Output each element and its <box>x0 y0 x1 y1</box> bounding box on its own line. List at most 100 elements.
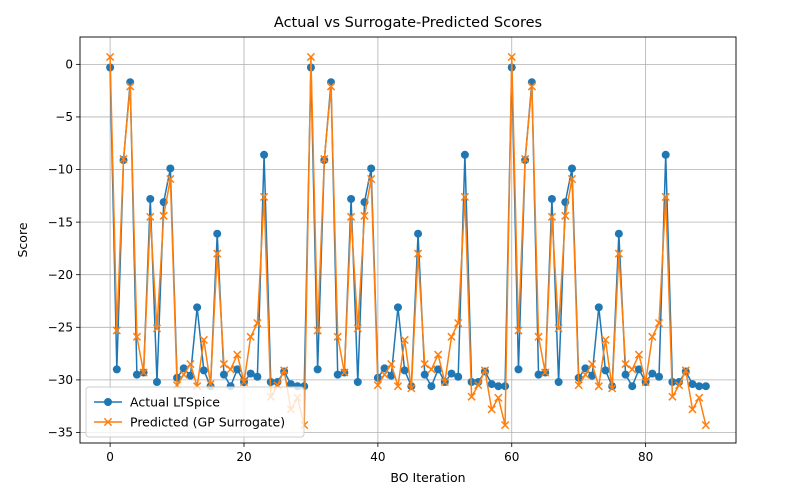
data-point <box>152 324 162 333</box>
data-point <box>226 365 235 374</box>
data-point <box>233 350 242 359</box>
data-point <box>393 382 403 391</box>
data-point <box>320 154 329 164</box>
data-point <box>373 381 383 390</box>
data-point <box>601 366 610 375</box>
data-point <box>233 365 242 374</box>
series-layer <box>105 52 711 430</box>
data-point <box>213 249 222 258</box>
data-point <box>433 350 443 359</box>
data-point <box>340 368 349 377</box>
data-point <box>219 359 229 369</box>
data-point <box>655 372 664 381</box>
data-point <box>467 392 476 401</box>
data-point <box>112 365 121 374</box>
data-point <box>474 381 483 390</box>
legend-label: Actual LTSpice <box>130 394 220 409</box>
data-point <box>260 150 269 159</box>
data-point <box>588 371 597 380</box>
legend-marker <box>103 417 113 427</box>
y-tick-label: −5 <box>55 110 73 124</box>
data-point <box>333 332 342 341</box>
data-point <box>594 303 603 312</box>
data-point <box>327 78 336 87</box>
data-point <box>527 82 536 91</box>
data-point <box>186 371 195 380</box>
data-point <box>414 229 423 238</box>
data-point <box>333 370 342 379</box>
data-point <box>126 82 135 91</box>
legend: Actual LTSpice Predicted (GP Surrogate) <box>85 386 305 438</box>
data-point <box>286 380 295 389</box>
data-point <box>367 164 376 173</box>
data-point <box>554 377 563 386</box>
data-point <box>648 369 657 378</box>
data-point <box>387 371 396 380</box>
data-point <box>259 192 269 202</box>
x-axis-label: BO Iteration <box>390 470 465 485</box>
data-point <box>554 324 563 333</box>
data-point <box>407 384 416 393</box>
chart-title: Actual vs Surrogate-Predicted Scores <box>274 15 542 31</box>
data-point <box>695 382 704 391</box>
data-point <box>460 150 469 159</box>
data-point <box>688 405 697 414</box>
data-point <box>387 359 396 369</box>
data-point <box>146 212 155 221</box>
y-axis-label: Score <box>15 222 30 257</box>
data-point <box>393 303 402 312</box>
data-point <box>460 192 470 202</box>
y-tick-label: −10 <box>48 163 73 177</box>
data-point <box>567 174 577 184</box>
data-point <box>105 52 115 62</box>
y-tick-label: 0 <box>65 58 73 72</box>
data-point <box>594 382 603 391</box>
legend-entry: Actual LTSpice <box>94 394 220 409</box>
data-point <box>346 212 356 221</box>
data-point <box>313 365 322 374</box>
data-point <box>654 318 664 328</box>
x-tick-label: 60 <box>504 450 519 464</box>
data-point <box>179 370 188 379</box>
data-point <box>206 379 215 389</box>
data-point <box>246 332 255 341</box>
data-point <box>360 211 369 220</box>
data-point <box>454 318 463 328</box>
data-point <box>494 393 503 402</box>
data-point <box>614 249 623 258</box>
data-point <box>561 211 570 220</box>
data-point <box>587 359 597 369</box>
data-point <box>112 326 121 335</box>
data-point <box>681 366 690 375</box>
legend-box <box>85 386 305 438</box>
data-point <box>521 154 530 164</box>
data-point <box>427 382 436 391</box>
data-point <box>487 405 496 414</box>
data-point <box>413 249 423 258</box>
data-point <box>353 324 362 333</box>
data-point <box>581 370 590 379</box>
data-point <box>427 365 436 374</box>
data-point <box>541 368 550 377</box>
data-point <box>132 370 141 379</box>
data-point <box>661 192 670 202</box>
data-point <box>306 52 316 62</box>
data-point <box>621 370 630 379</box>
x-tick-label: 20 <box>236 450 251 464</box>
grid-lines <box>80 37 736 443</box>
data-point <box>661 150 670 159</box>
data-point <box>152 377 161 386</box>
data-point <box>534 370 543 379</box>
data-point <box>621 359 630 369</box>
data-point <box>126 78 135 87</box>
data-point <box>193 303 202 312</box>
data-point <box>253 318 262 328</box>
data-point <box>313 326 322 335</box>
data-point <box>353 377 362 386</box>
data-point <box>500 420 510 430</box>
data-point <box>380 370 389 379</box>
x-tick-label: 0 <box>106 450 114 464</box>
data-point <box>514 326 523 335</box>
data-point <box>420 359 429 369</box>
